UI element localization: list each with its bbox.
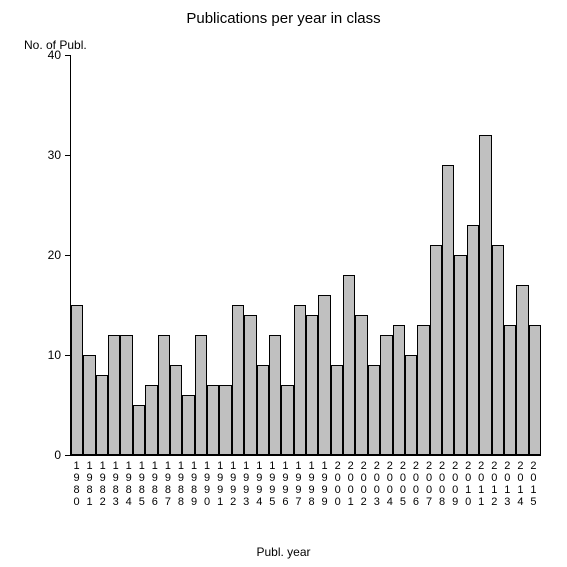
bar: [158, 335, 170, 455]
bar: [331, 365, 343, 455]
x-tick-label: 1 9 8 4: [122, 460, 135, 508]
bar: [467, 225, 479, 455]
x-tick-label: 2 0 0 8: [436, 460, 449, 508]
y-tick: [65, 455, 71, 456]
bar: [479, 135, 491, 455]
x-tick-label: 2 0 1 1: [475, 460, 488, 508]
x-axis-label: Publ. year: [0, 545, 567, 559]
chart-title: Publications per year in class: [0, 10, 567, 27]
x-tick-label: 1 9 9 3: [240, 460, 253, 508]
y-tick-label: 40: [48, 48, 61, 62]
x-tick-label: 2 0 0 6: [409, 460, 422, 508]
x-tick-label: 2 0 1 4: [514, 460, 527, 508]
x-tick-label: 2 0 0 1: [344, 460, 357, 508]
y-tick-label: 30: [48, 148, 61, 162]
x-tick-label: 1 9 9 4: [253, 460, 266, 508]
bar: [380, 335, 392, 455]
x-tick-label: 2 0 1 3: [501, 460, 514, 508]
bar: [294, 305, 306, 455]
bar: [244, 315, 256, 455]
x-tick-label: 1 9 9 7: [292, 460, 305, 508]
bar: [430, 245, 442, 455]
x-tick-label: 1 9 8 6: [148, 460, 161, 508]
bar: [269, 335, 281, 455]
x-tick-label: 2 0 0 5: [396, 460, 409, 508]
bar: [492, 245, 504, 455]
y-tick-label: 20: [48, 248, 61, 262]
bar: [170, 365, 182, 455]
plot-area: 010203040: [70, 55, 541, 456]
x-tick-label: 2 0 0 0: [331, 460, 344, 508]
bar: [133, 405, 145, 455]
bar: [417, 325, 429, 455]
bar: [120, 335, 132, 455]
y-tick: [65, 255, 71, 256]
x-tick-label: 1 9 9 2: [227, 460, 240, 508]
bar: [318, 295, 330, 455]
x-tick-label: 2 0 0 7: [423, 460, 436, 508]
y-tick-label: 0: [54, 448, 61, 462]
bar: [182, 395, 194, 455]
x-tick-label: 1 9 9 5: [266, 460, 279, 508]
bar: [442, 165, 454, 455]
bar: [454, 255, 466, 455]
bar: [368, 365, 380, 455]
x-tick-label: 2 0 0 4: [383, 460, 396, 508]
x-tick-label: 1 9 8 3: [109, 460, 122, 508]
bar: [195, 335, 207, 455]
x-tick-label: 2 0 1 0: [462, 460, 475, 508]
x-tick-label: 1 9 9 6: [279, 460, 292, 508]
bar: [207, 385, 219, 455]
bar: [343, 275, 355, 455]
bar: [516, 285, 528, 455]
publications-bar-chart: Publications per year in class No. of Pu…: [0, 0, 567, 567]
y-tick-label: 10: [48, 348, 61, 362]
x-tick-label: 2 0 0 2: [357, 460, 370, 508]
x-tick-label: 1 9 8 0: [70, 460, 83, 508]
bar: [529, 325, 541, 455]
x-tick-label: 1 9 9 1: [214, 460, 227, 508]
bar: [232, 305, 244, 455]
bar: [393, 325, 405, 455]
x-tick-label: 1 9 8 1: [83, 460, 96, 508]
x-tick-label: 1 9 8 7: [161, 460, 174, 508]
y-tick: [65, 155, 71, 156]
bar: [504, 325, 516, 455]
x-tick-label: 1 9 9 0: [201, 460, 214, 508]
bar: [219, 385, 231, 455]
x-tick-label: 1 9 8 5: [135, 460, 148, 508]
x-tick-label: 2 0 1 5: [527, 460, 540, 508]
x-tick-label: 1 9 9 9: [318, 460, 331, 508]
x-tick-label: 2 0 0 3: [370, 460, 383, 508]
bar: [145, 385, 157, 455]
bar: [96, 375, 108, 455]
bar: [405, 355, 417, 455]
bar: [355, 315, 367, 455]
x-tick-label: 1 9 8 9: [188, 460, 201, 508]
y-tick: [65, 55, 71, 56]
bar: [83, 355, 95, 455]
x-tick-label: 2 0 0 9: [449, 460, 462, 508]
bar: [306, 315, 318, 455]
bar: [71, 305, 83, 455]
x-tick-label: 1 9 8 8: [174, 460, 187, 508]
bar: [281, 385, 293, 455]
x-tick-label: 1 9 9 8: [305, 460, 318, 508]
x-tick-label: 2 0 1 2: [488, 460, 501, 508]
bar: [108, 335, 120, 455]
x-tick-label: 1 9 8 2: [96, 460, 109, 508]
bar: [257, 365, 269, 455]
